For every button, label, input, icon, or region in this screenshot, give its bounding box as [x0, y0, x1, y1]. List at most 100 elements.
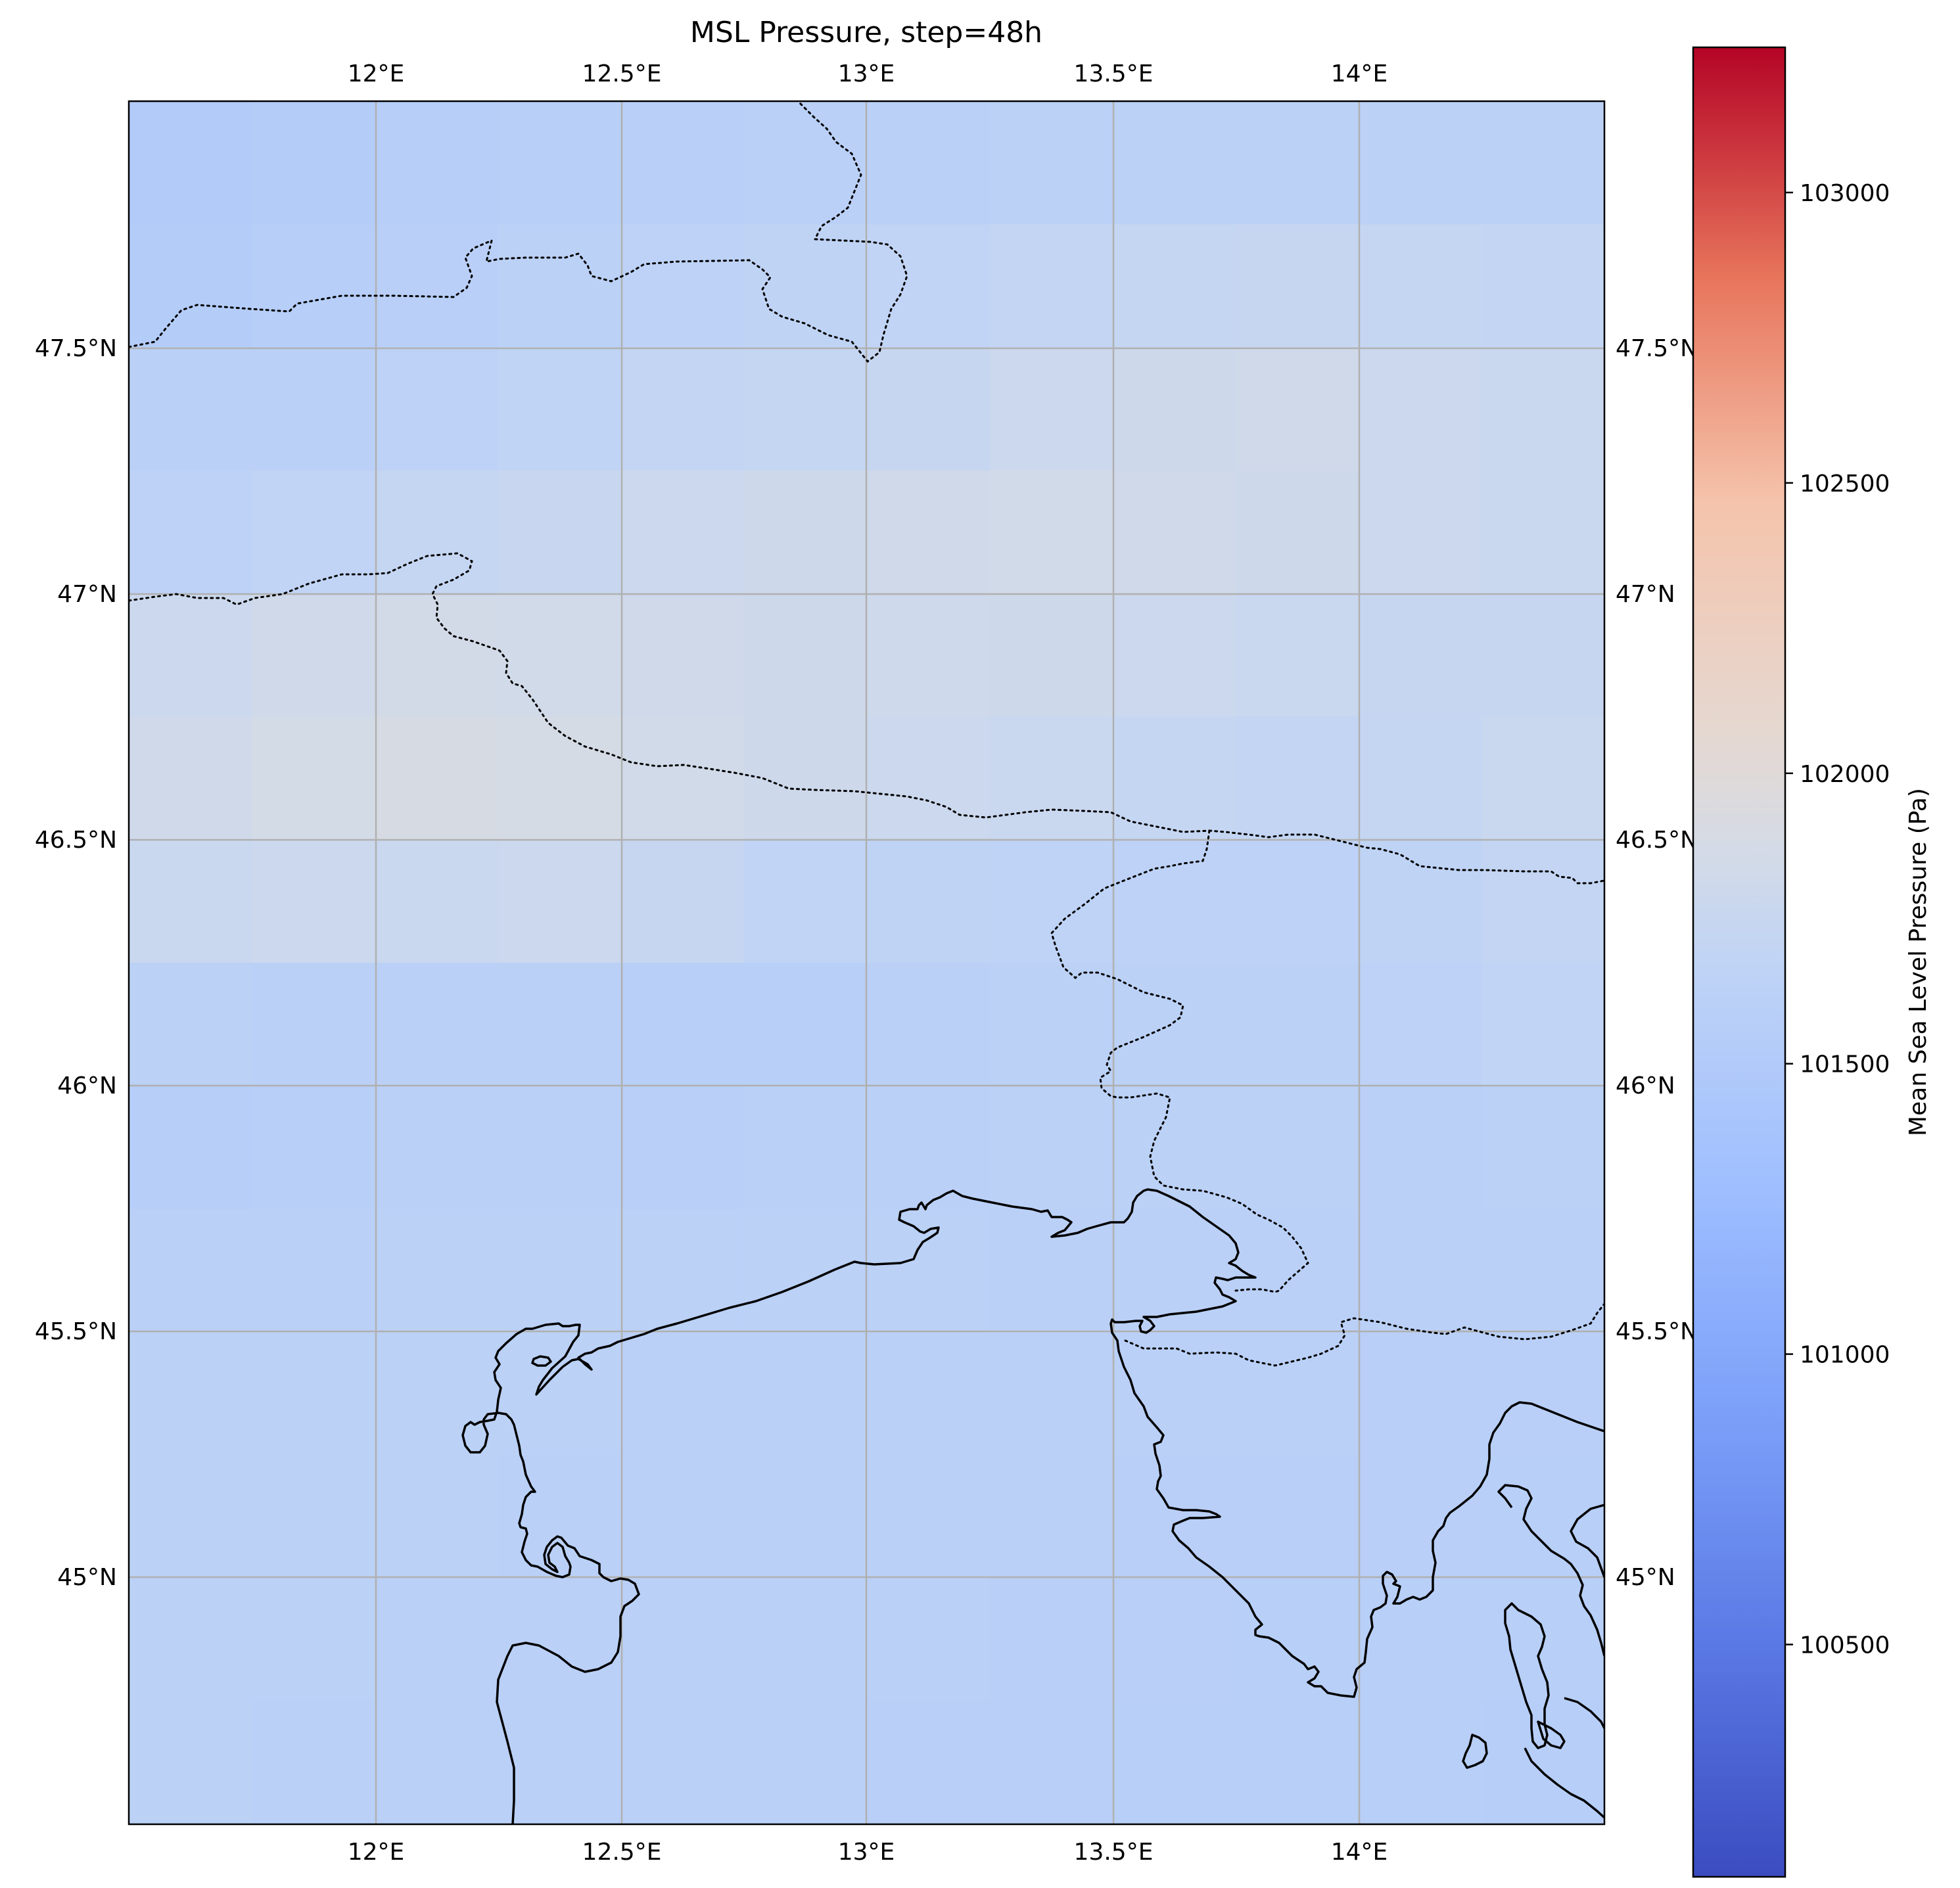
coastline-island-pag2	[1537, 1720, 1566, 1749]
pressure-cell	[498, 1578, 621, 1702]
coastline-island-lagoon	[531, 1355, 552, 1367]
pressure-cell	[1358, 224, 1482, 348]
pressure-cell	[375, 1331, 498, 1456]
colorbar-title: Mean Sea Level Pressure (Pa)	[1905, 788, 1932, 1136]
gridlines	[129, 101, 1604, 1824]
pressure-cell	[989, 470, 1113, 594]
pressure-cell	[620, 1701, 744, 1824]
pressure-cell	[866, 963, 991, 1086]
colorbar-tick-label: 101500	[1800, 1051, 1890, 1078]
colorbar: 103000 102500 102000 101500 101000 100500 Mea…	[1692, 46, 1932, 1878]
pressure-cell	[989, 1701, 1113, 1824]
pressure-cell	[743, 1331, 867, 1456]
map-plot-area[interactable]	[128, 100, 1606, 1826]
pressure-cell	[252, 1701, 375, 1824]
pressure-cell	[375, 963, 498, 1086]
pressure-cell	[1481, 1701, 1604, 1824]
pressure-cell	[743, 839, 867, 963]
pressure-cell	[866, 1331, 991, 1456]
pressure-cell	[743, 101, 867, 225]
pressure-cell	[620, 1331, 744, 1456]
pressure-cell	[498, 1701, 621, 1824]
pressure-cell	[620, 963, 744, 1086]
right-lat-label-46-5n: 46.5°N	[1616, 827, 1698, 854]
pressure-cell	[1358, 1455, 1482, 1578]
pressure-cell	[252, 1331, 375, 1456]
pressure-cell	[1358, 839, 1482, 963]
pressure-cell	[1112, 470, 1236, 594]
pressure-cell	[620, 1209, 744, 1333]
pressure-cell	[989, 963, 1113, 1086]
top-lon-label-14e: 14°E	[1331, 60, 1388, 87]
pressure-cell	[252, 1209, 375, 1333]
pressure-cell	[1112, 716, 1236, 840]
pressure-cell	[743, 1086, 867, 1210]
pressure-cell	[620, 347, 744, 471]
pressure-cell	[498, 224, 621, 348]
pressure-cell	[498, 1086, 621, 1210]
pressure-cell	[375, 101, 498, 225]
coastline-island-krk	[1497, 1484, 1604, 1657]
pressure-cell	[620, 1086, 744, 1210]
pressure-cell	[498, 347, 621, 471]
pressure-cell	[1235, 1578, 1359, 1702]
pressure-cell	[498, 716, 621, 840]
pressure-cell	[1358, 1701, 1482, 1824]
pressure-cell	[866, 1578, 991, 1702]
colorbar-tick-label: 101000	[1800, 1342, 1890, 1369]
pressure-cell	[375, 470, 498, 594]
pressure-cell	[743, 1209, 867, 1333]
pressure-cell	[375, 1086, 498, 1210]
pressure-cell	[743, 716, 867, 840]
pressure-cell	[1481, 470, 1604, 594]
pressure-cell	[1112, 101, 1236, 225]
pressure-cell	[1358, 1331, 1482, 1456]
pressure-cell	[375, 1455, 498, 1578]
pressure-cell	[498, 839, 621, 963]
pressure-cell	[129, 1209, 252, 1333]
pressure-cell	[743, 1455, 867, 1578]
pressure-cell	[620, 716, 744, 840]
left-lat-labels: 47.5°N 47°N 46.5°N 46°N 45.5°N 45°N	[35, 335, 117, 1591]
pressure-cell	[866, 716, 991, 840]
pressure-cell	[252, 1455, 375, 1578]
pressure-cell	[1481, 101, 1604, 225]
pressure-cell	[1481, 1331, 1604, 1456]
pressure-cell	[989, 593, 1113, 717]
pressure-cell	[743, 470, 867, 594]
coastline-island-losinj	[1462, 1734, 1488, 1769]
top-lon-label-13e: 13°E	[838, 60, 895, 87]
coastline-island-rab	[1504, 1602, 1550, 1749]
bottom-lon-label-12-5e: 12.5°E	[582, 1839, 662, 1866]
top-lon-labels: 12°E 12.5°E 13°E 13.5°E 14°E	[348, 60, 1388, 87]
left-lat-label-47n: 47°N	[57, 581, 117, 608]
left-lat-label-45-5n: 45.5°N	[35, 1318, 117, 1345]
left-lat-label-47-5n: 47.5°N	[35, 335, 117, 362]
pressure-cell	[252, 347, 375, 471]
border-austria-germany	[129, 101, 908, 363]
pressure-cell	[375, 1209, 498, 1333]
left-lat-label-46n: 46°N	[57, 1072, 117, 1099]
pressure-cell	[1235, 1701, 1359, 1824]
right-lat-label-47-5n: 47.5°N	[1616, 335, 1698, 362]
pressure-cell	[1235, 1455, 1359, 1578]
pressure-cell	[1481, 224, 1604, 348]
country-borders	[129, 101, 1604, 1367]
pressure-cell	[866, 470, 991, 594]
colorbar-tick-label: 102500	[1800, 471, 1890, 497]
pressure-cell	[989, 347, 1113, 471]
pressure-cell	[129, 839, 252, 963]
pressure-cell	[252, 101, 375, 225]
pressure-cell	[1235, 716, 1359, 840]
right-lat-label-47n: 47°N	[1616, 581, 1675, 608]
pressure-cell	[1112, 963, 1236, 1086]
pressure-cell	[1481, 1209, 1604, 1333]
pressure-cell	[989, 1578, 1113, 1702]
pressure-cell	[252, 593, 375, 717]
pressure-cell	[498, 963, 621, 1086]
pressure-cell	[252, 963, 375, 1086]
pressure-cell	[375, 1701, 498, 1824]
coastline	[461, 1188, 1604, 1824]
border-italy-austria	[129, 552, 1604, 885]
